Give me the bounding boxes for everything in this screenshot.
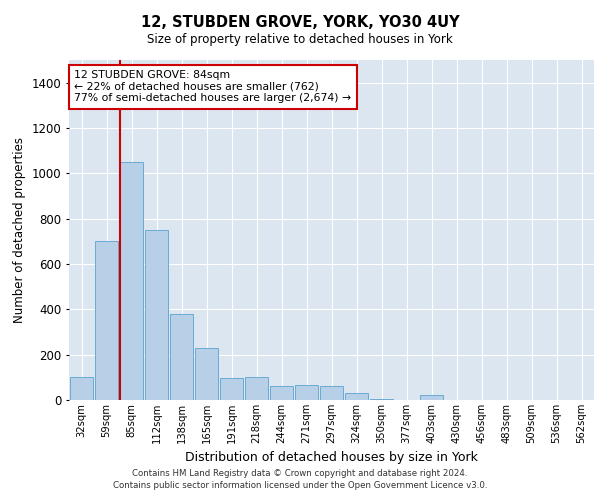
Bar: [370, 399, 394, 400]
Text: Contains HM Land Registry data © Crown copyright and database right 2024.: Contains HM Land Registry data © Crown c…: [132, 470, 468, 478]
Bar: [194, 348, 218, 400]
Y-axis label: Number of detached properties: Number of detached properties: [13, 137, 26, 323]
Bar: [170, 314, 193, 400]
Text: 12, STUBDEN GROVE, YORK, YO30 4UY: 12, STUBDEN GROVE, YORK, YO30 4UY: [140, 15, 460, 30]
Bar: [344, 393, 368, 400]
Bar: [245, 378, 268, 400]
Bar: [295, 386, 319, 400]
Bar: [145, 230, 169, 400]
Bar: [119, 162, 143, 400]
Bar: [70, 378, 94, 400]
Bar: [419, 396, 443, 400]
Bar: [269, 386, 293, 400]
Bar: [95, 242, 118, 400]
Text: 12 STUBDEN GROVE: 84sqm
← 22% of detached houses are smaller (762)
77% of semi-d: 12 STUBDEN GROVE: 84sqm ← 22% of detache…: [74, 70, 352, 103]
Text: Size of property relative to detached houses in York: Size of property relative to detached ho…: [147, 32, 453, 46]
X-axis label: Distribution of detached houses by size in York: Distribution of detached houses by size …: [185, 452, 478, 464]
Bar: [320, 386, 343, 400]
Text: Contains public sector information licensed under the Open Government Licence v3: Contains public sector information licen…: [113, 482, 487, 490]
Bar: [220, 378, 244, 400]
